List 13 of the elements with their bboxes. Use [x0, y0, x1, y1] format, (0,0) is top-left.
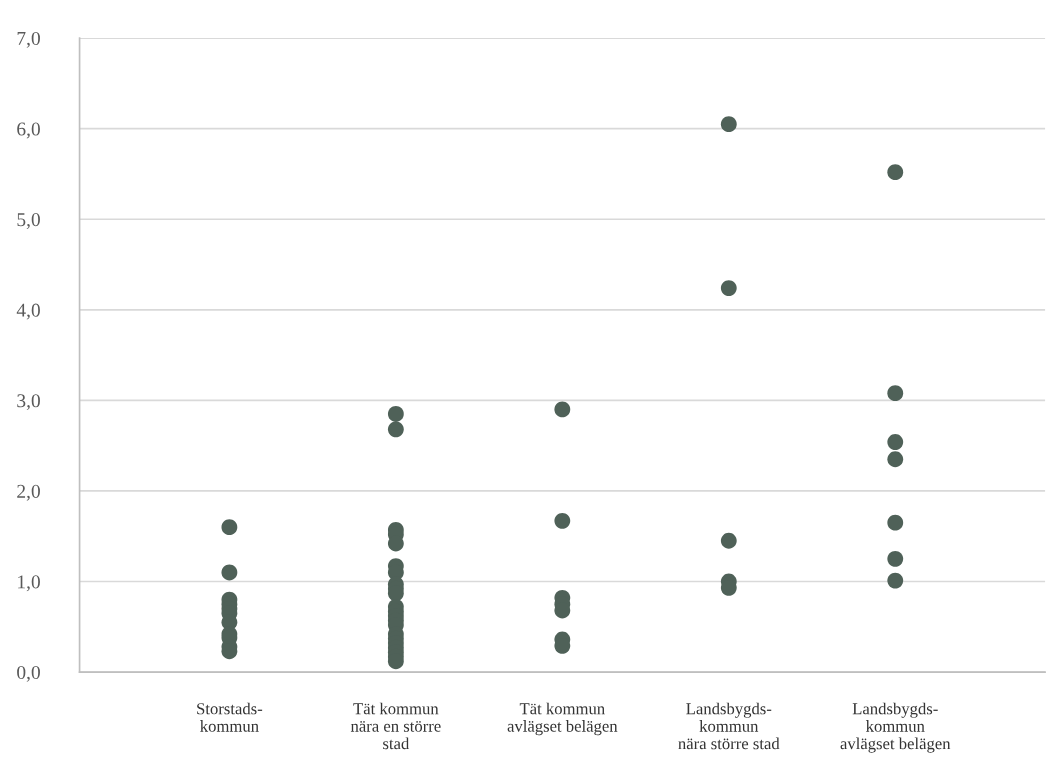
- y-tick-label: 7,0: [17, 31, 40, 48]
- x-tick-label: Landsbygds- kommun avlägset belägen: [840, 702, 951, 753]
- x-tick-label: Tät kommun nära en större stad: [350, 702, 441, 750]
- y-tick-label: 1,0: [18, 575, 40, 592]
- x-tick-label: Storstads- kommun: [197, 702, 263, 732]
- y-tick-label: 3,0: [17, 394, 40, 411]
- y-tick-label: 5,0: [17, 213, 40, 229]
- y-tick-label: 0,0: [17, 665, 40, 682]
- y-tick-label: 6,0: [17, 122, 40, 139]
- x-tick-label: Landsbygds- kommun nära större stad: [678, 702, 780, 750]
- y-tick-label: 2,0: [17, 484, 40, 501]
- x-tick-label: Tät kommun avlägset belägen: [507, 702, 618, 736]
- y-tick-label: 4,0: [16, 303, 40, 320]
